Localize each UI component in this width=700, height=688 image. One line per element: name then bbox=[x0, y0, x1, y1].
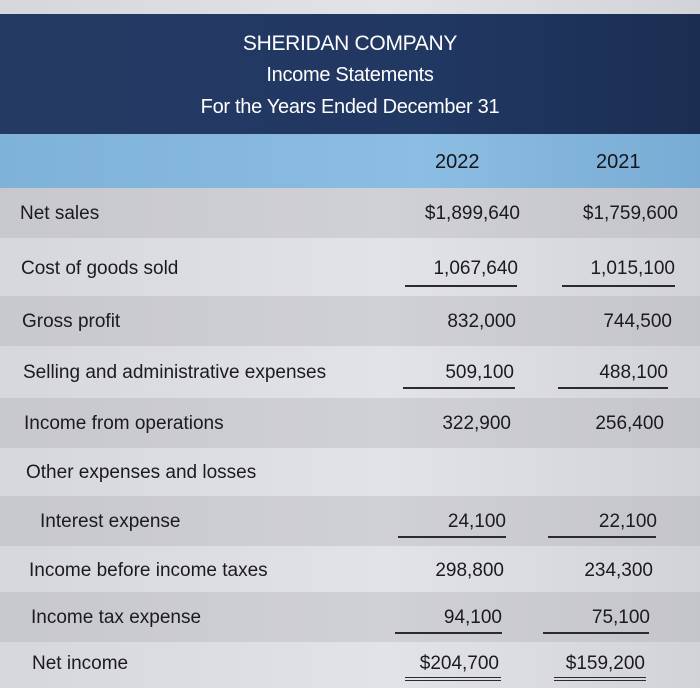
company-name: SHERIDAN COMPANY bbox=[242, 32, 458, 55]
column-header-bar: 2022 2021 bbox=[0, 134, 700, 188]
value-2021: $1,759,600 bbox=[582, 203, 678, 224]
underline-2021 bbox=[543, 632, 649, 634]
row-income-before-taxes: Income before income taxes 298,800 234,3… bbox=[0, 545, 700, 595]
double-underline-2022 bbox=[405, 677, 501, 681]
underline-2022 bbox=[395, 632, 502, 634]
underline-2022 bbox=[403, 387, 515, 389]
row-net-sales: Net sales $1,899,640 $1,759,600 bbox=[0, 188, 700, 238]
row-label: Cost of goods sold bbox=[21, 258, 179, 279]
value-2022: 94,100 bbox=[443, 607, 502, 628]
row-label: Income tax expense bbox=[31, 607, 202, 628]
statement-header: SHERIDAN COMPANY Income Statements For t… bbox=[0, 14, 700, 134]
row-label: Gross profit bbox=[22, 311, 121, 332]
statement-period: For the Years Ended December 31 bbox=[200, 96, 500, 118]
value-2022: $1,899,640 bbox=[424, 203, 520, 224]
value-2022: 24,100 bbox=[447, 511, 506, 532]
row-selling-admin-expenses: Selling and administrative expenses 509,… bbox=[0, 347, 700, 397]
value-2022: 509,100 bbox=[445, 362, 514, 383]
value-2022: 298,800 bbox=[435, 560, 504, 581]
column-header-2021: 2021 bbox=[596, 151, 641, 173]
underline-2022 bbox=[405, 285, 517, 287]
row-label: Income from operations bbox=[24, 413, 224, 434]
value-2021: 75,100 bbox=[591, 607, 650, 628]
underline-2022 bbox=[398, 536, 506, 538]
value-2021: 744,500 bbox=[603, 311, 672, 332]
value-2021: 22,100 bbox=[598, 511, 657, 532]
row-label: Interest expense bbox=[40, 511, 181, 532]
row-label: Net income bbox=[32, 653, 129, 674]
underline-2021 bbox=[558, 387, 668, 389]
column-header-2022: 2022 bbox=[435, 151, 480, 173]
row-label: Other expenses and losses bbox=[26, 462, 257, 483]
row-label: Net sales bbox=[20, 203, 100, 224]
row-income-tax-expense: Income tax expense 94,100 75,100 bbox=[0, 592, 700, 642]
row-interest-expense: Interest expense 24,100 22,100 bbox=[0, 496, 700, 546]
value-2022: $204,700 bbox=[419, 653, 499, 674]
value-2021: 488,100 bbox=[599, 362, 668, 383]
value-2021: $159,200 bbox=[565, 653, 645, 674]
row-income-from-operations: Income from operations 322,900 256,400 bbox=[0, 398, 700, 448]
row-other-expenses-header: Other expenses and losses bbox=[0, 447, 700, 497]
statement-title: Income Statements bbox=[266, 64, 434, 86]
underline-2021 bbox=[562, 285, 675, 287]
value-2022: 322,900 bbox=[442, 413, 511, 434]
value-2021: 234,300 bbox=[584, 560, 653, 581]
row-gross-profit: Gross profit 832,000 744,500 bbox=[0, 296, 700, 346]
row-label: Selling and administrative expenses bbox=[23, 362, 327, 383]
row-label: Income before income taxes bbox=[29, 560, 268, 581]
value-2021: 256,400 bbox=[595, 413, 664, 434]
value-2022: 1,067,640 bbox=[433, 258, 518, 279]
value-2022: 832,000 bbox=[447, 311, 516, 332]
underline-2021 bbox=[548, 536, 656, 538]
value-2021: 1,015,100 bbox=[590, 258, 675, 279]
row-cost-of-goods-sold: Cost of goods sold 1,067,640 1,015,100 bbox=[0, 243, 700, 293]
row-net-income: Net income $204,700 $159,200 bbox=[0, 638, 700, 688]
double-underline-2021 bbox=[554, 677, 646, 681]
